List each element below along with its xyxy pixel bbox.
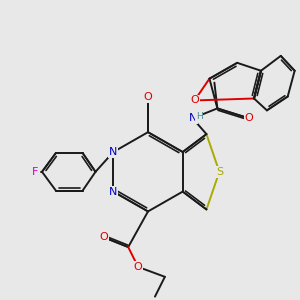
Text: F: F bbox=[32, 167, 39, 177]
Text: H: H bbox=[196, 112, 202, 121]
Text: O: O bbox=[134, 262, 142, 272]
Text: O: O bbox=[144, 92, 152, 103]
Text: N: N bbox=[109, 187, 118, 196]
Text: N: N bbox=[109, 147, 118, 157]
Text: S: S bbox=[216, 167, 223, 177]
Text: O: O bbox=[99, 232, 108, 242]
Text: O: O bbox=[245, 113, 254, 123]
Text: O: O bbox=[190, 95, 199, 106]
Text: N: N bbox=[188, 113, 197, 123]
